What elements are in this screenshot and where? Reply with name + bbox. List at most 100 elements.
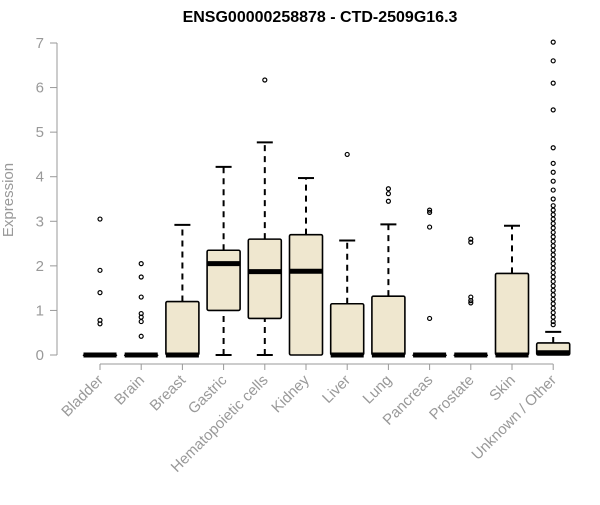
outlier-point [550, 301, 556, 307]
outlier-point [550, 212, 556, 218]
outlier-point [550, 39, 556, 45]
outlier-point [550, 269, 556, 276]
y-tick-label: 4 [36, 169, 44, 186]
outlier-point [138, 318, 144, 325]
outlier-point [427, 209, 433, 215]
box-group [371, 186, 406, 358]
outlier-point [550, 196, 556, 202]
outlier-point [550, 252, 556, 258]
y-tick-label: 2 [36, 258, 44, 275]
y-tick-label: 0 [36, 347, 44, 364]
box-iqr [329, 302, 365, 356]
outlier-point [138, 261, 144, 267]
box-iqr [371, 295, 406, 356]
outlier-point [550, 310, 556, 316]
x-tick-label: Skin [486, 372, 519, 405]
outlier-point [427, 315, 433, 322]
outlier-point [550, 292, 556, 298]
outlier-point [550, 220, 556, 227]
outlier-point [550, 160, 556, 166]
outlier-point [550, 305, 556, 311]
outlier-point [550, 107, 556, 113]
outlier-point [550, 287, 556, 293]
x-tick-label: Prostate [426, 372, 478, 424]
outlier-point [97, 267, 103, 273]
outlier-point [427, 224, 433, 230]
outlier-point [468, 294, 474, 300]
outlier-point [550, 225, 556, 231]
outlier-point [550, 261, 556, 267]
outlier-point [138, 333, 144, 339]
outlier-point [468, 300, 474, 306]
box-group [535, 39, 571, 356]
x-tick-label: Lung [360, 372, 396, 408]
outlier-point [550, 203, 556, 209]
outlier-point [550, 216, 556, 222]
outlier-point [550, 243, 556, 249]
x-tick-label: Liver [319, 372, 354, 407]
outlier-point [550, 314, 556, 320]
box-iqr [206, 249, 241, 312]
outlier-point [385, 191, 391, 197]
box-group [247, 77, 283, 356]
outlier-point [550, 169, 556, 175]
box-iqr [165, 300, 200, 356]
chart-title: ENSG00000258878 - CTD-2509G16.3 [183, 9, 458, 26]
outlier-point [138, 294, 144, 300]
outlier-point [468, 236, 474, 242]
outlier-point [385, 198, 391, 204]
box-iqr [247, 238, 283, 320]
y-axis: 0 1 2 3 4 5 6 7 [36, 35, 58, 364]
outlier-point [550, 187, 556, 193]
outlier-point [550, 256, 556, 262]
x-tick-label: Kidney [268, 371, 313, 416]
outlier-point [550, 238, 556, 244]
y-tick-label: 3 [36, 213, 44, 230]
outlier-point [550, 234, 556, 240]
y-tick-label: 1 [36, 302, 44, 319]
box-iqr [494, 272, 530, 356]
outlier-point [550, 274, 556, 280]
outlier-point [468, 239, 474, 245]
y-axis-label: Expression [0, 163, 17, 237]
outlier-point [550, 247, 556, 253]
outlier-point [427, 207, 433, 213]
outlier-point [550, 296, 556, 302]
outlier-point [550, 322, 556, 328]
outlier-point [344, 151, 350, 158]
x-tick-label: Brain [111, 372, 148, 409]
box-group [494, 224, 530, 358]
outlier-point [550, 229, 556, 236]
y-tick-label: 5 [36, 124, 44, 141]
box-group [412, 207, 447, 358]
outlier-point [97, 290, 103, 296]
x-tick-label: Bladder [58, 372, 107, 421]
box-group [123, 261, 159, 358]
outlier-point [550, 58, 556, 64]
outlier-point [550, 80, 556, 86]
outlier-point [262, 77, 268, 83]
x-tick-label: Breast [147, 371, 190, 414]
y-tick-label: 6 [36, 80, 44, 97]
outlier-point [138, 310, 144, 317]
outlier-point [97, 317, 103, 323]
box-group [206, 165, 241, 356]
outlier-point [550, 278, 556, 285]
outlier-point [550, 207, 556, 213]
outlier-point [550, 145, 556, 151]
box-group [453, 236, 489, 358]
box-group [329, 151, 365, 358]
outlier-point [550, 283, 556, 289]
box-iqr [288, 233, 324, 356]
box-group [165, 223, 200, 358]
outlier-point [550, 265, 556, 271]
outlier-point [550, 178, 556, 184]
y-tick-label: 7 [36, 35, 44, 52]
outlier-point [138, 274, 144, 280]
box-series [82, 39, 571, 358]
box-group [288, 177, 324, 356]
outlier-point [385, 186, 391, 192]
